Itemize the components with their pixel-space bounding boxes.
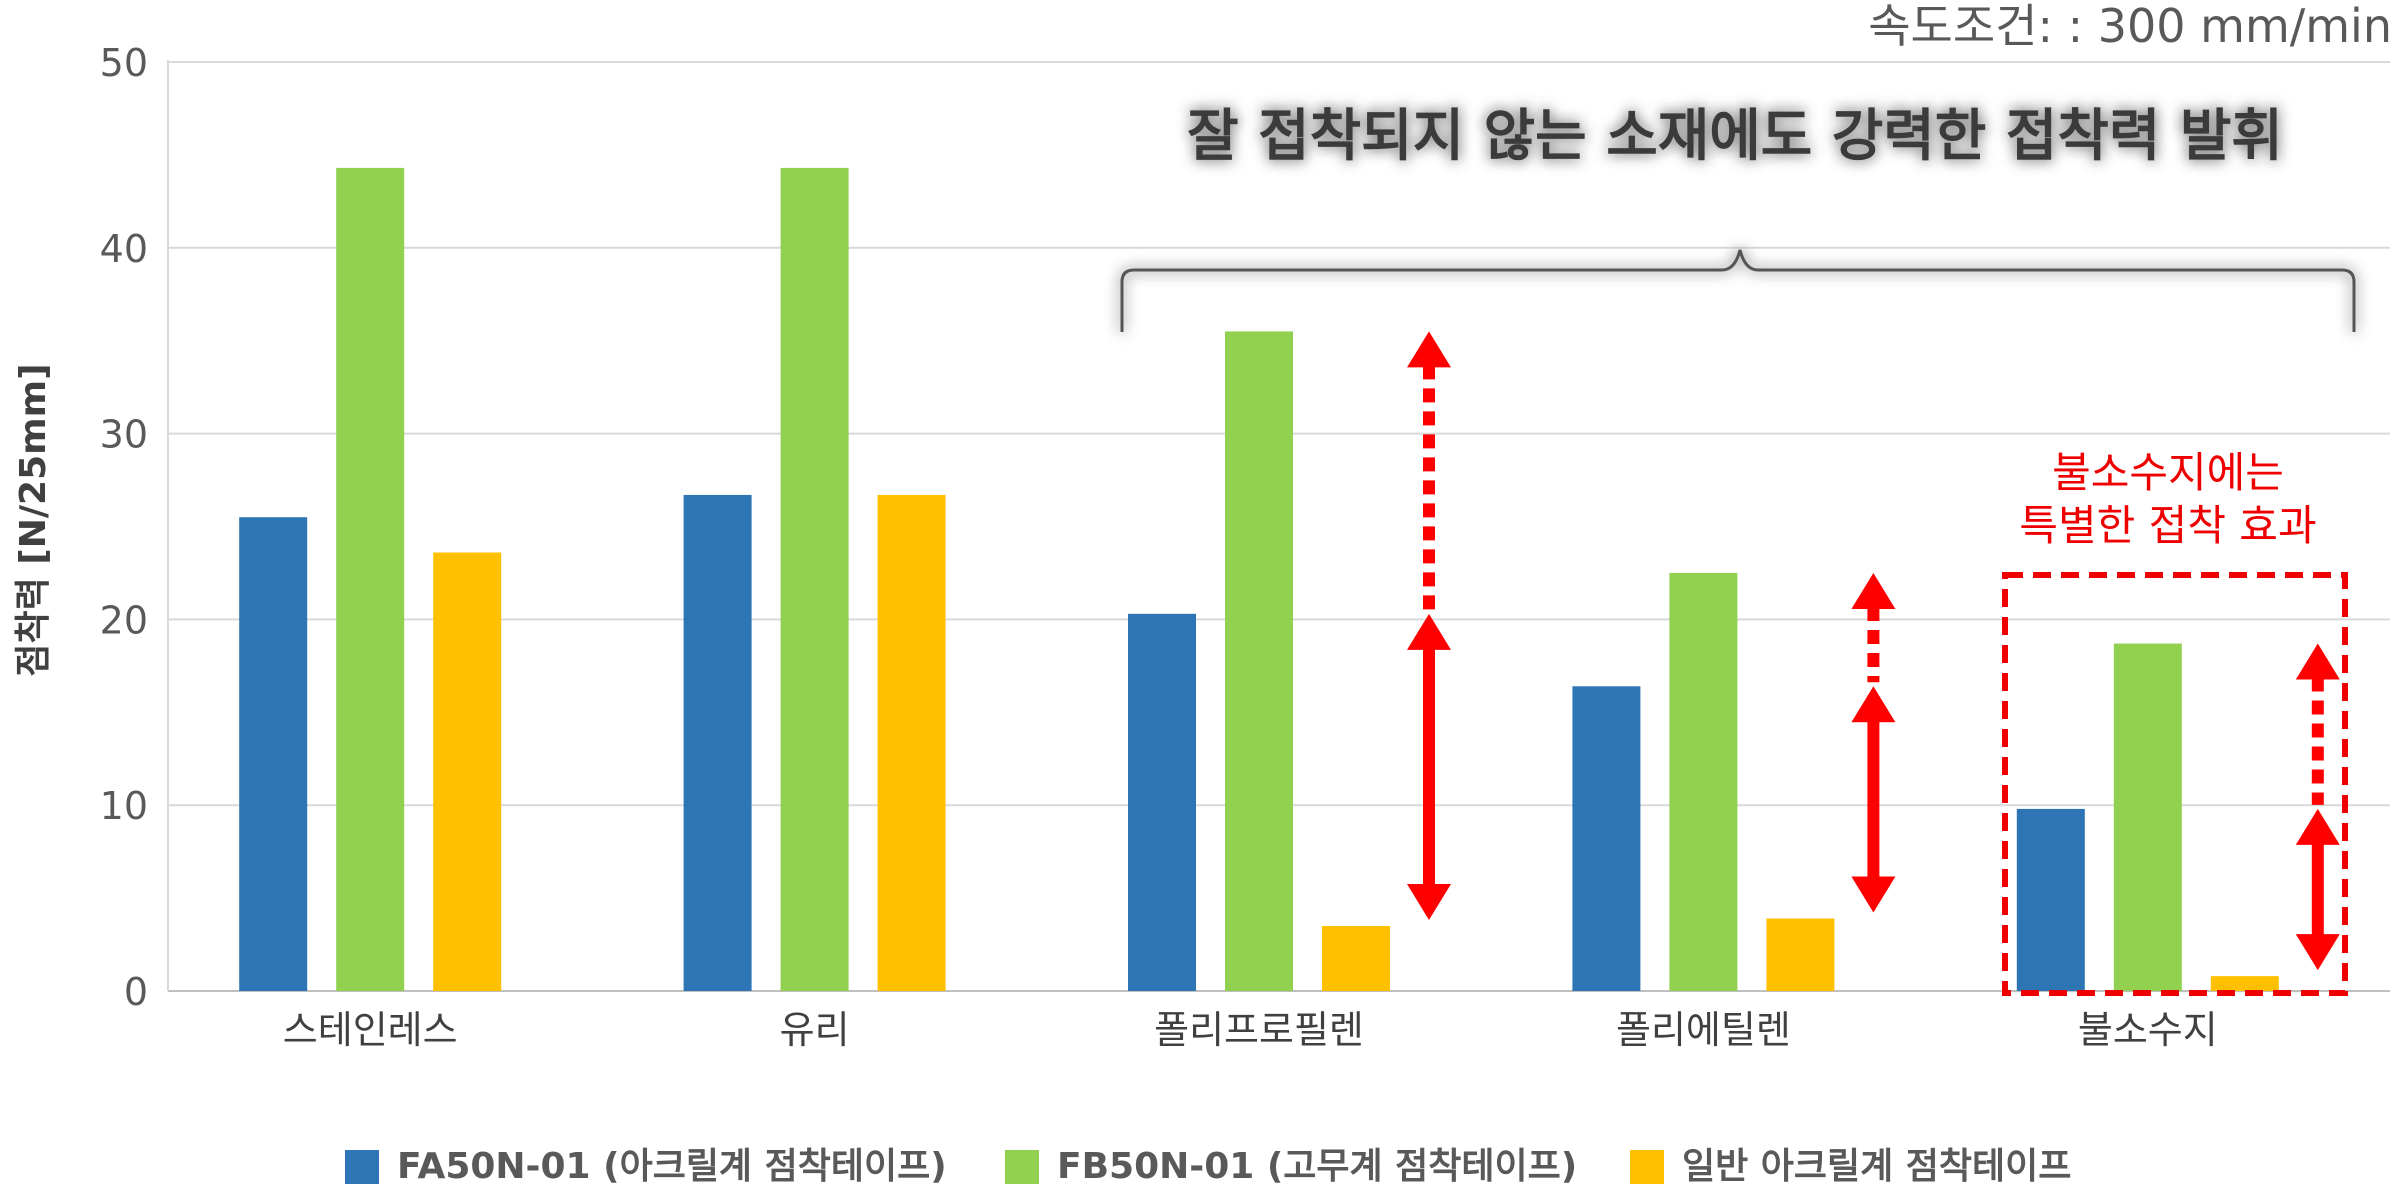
legend-swatch-2 <box>1005 1150 1039 1184</box>
legend-label-3: 일반 아크릴계 점착테이프 <box>1682 1146 2071 1186</box>
legend-label-2: FB50N-01 (고무계 점착테이프) <box>1057 1146 1577 1186</box>
bar-2-3 <box>1225 331 1293 991</box>
solid-arrow-head-up <box>1407 613 1451 650</box>
bar-1-3 <box>1128 613 1196 991</box>
dotted-arrow-head-up <box>1851 572 1896 609</box>
bar-2-5 <box>2113 643 2182 991</box>
y-tick-label: 0 <box>124 970 148 1014</box>
y-tick-label: 30 <box>100 413 148 457</box>
y-axis-label: 점착력 [N/25mm] <box>13 363 54 676</box>
y-tick-label: 50 <box>100 41 148 85</box>
legend-label-1: FA50N-01 (아크릴계 점착테이프) <box>397 1146 947 1186</box>
y-tick-label: 20 <box>100 598 148 642</box>
bar-1-4 <box>1572 686 1641 991</box>
bar-3-5 <box>2210 976 2279 991</box>
legend: FA50N-01 (아크릴계 점착테이프) FB50N-01 (고무계 점착테이프… <box>345 1146 2071 1186</box>
y-tick-label: 40 <box>100 227 148 271</box>
x-category-label: 폴리에틸렌 <box>1616 1008 1791 1052</box>
solid-arrow-head-up <box>2295 808 2340 845</box>
bar-3-3 <box>1322 925 1390 991</box>
bar-2-4 <box>1669 572 1738 991</box>
speed-condition: 속도조건: : 300 mm/min <box>1868 0 2392 53</box>
legend-swatch-1 <box>345 1150 379 1184</box>
bars <box>239 167 2279 991</box>
solid-arrow-head-down <box>1407 883 1451 920</box>
dotted-arrow-head-up <box>1407 331 1451 368</box>
headline-annotation: 잘 접착되지 않는 소재에도 강력한 접착력 발휘 <box>1187 104 2283 169</box>
bar-1-5 <box>2016 808 2085 991</box>
legend-swatch-3 <box>1630 1150 1664 1184</box>
fluororesin-note-line1: 불소수지에는 <box>2052 448 2284 497</box>
grouping-brace <box>1120 249 2356 332</box>
y-axis-ticks: 0 10 20 30 40 50 <box>100 41 148 1014</box>
bar-1-1 <box>239 517 308 991</box>
solid-arrow-head-down <box>2295 934 2340 971</box>
bar-3-2 <box>877 494 946 991</box>
x-category-label: 불소수지 <box>2078 1008 2218 1052</box>
x-category-label: 폴리프로필렌 <box>1154 1008 1364 1052</box>
bar-3-4 <box>1766 918 1835 991</box>
bar-3-1 <box>433 552 502 991</box>
bar-1-2 <box>683 494 752 991</box>
dotted-arrow-head-up <box>2295 643 2340 680</box>
difference-arrows <box>1407 331 2340 971</box>
fluororesin-highlight-box <box>2002 572 2348 996</box>
solid-arrow-head-up <box>1851 686 1896 723</box>
bar-2-2 <box>780 167 849 991</box>
x-axis-categories: 스테인레스 유리 폴리프로필렌 폴리에틸렌 불소수지 <box>283 1008 2218 1052</box>
fluororesin-note-line2: 특별한 접착 효과 <box>2019 501 2316 550</box>
bar-2-1 <box>336 167 405 991</box>
solid-arrow-head-down <box>1851 876 1896 913</box>
x-category-label: 유리 <box>780 1008 850 1052</box>
x-category-label: 스테인레스 <box>283 1008 458 1052</box>
y-tick-label: 10 <box>100 784 148 828</box>
